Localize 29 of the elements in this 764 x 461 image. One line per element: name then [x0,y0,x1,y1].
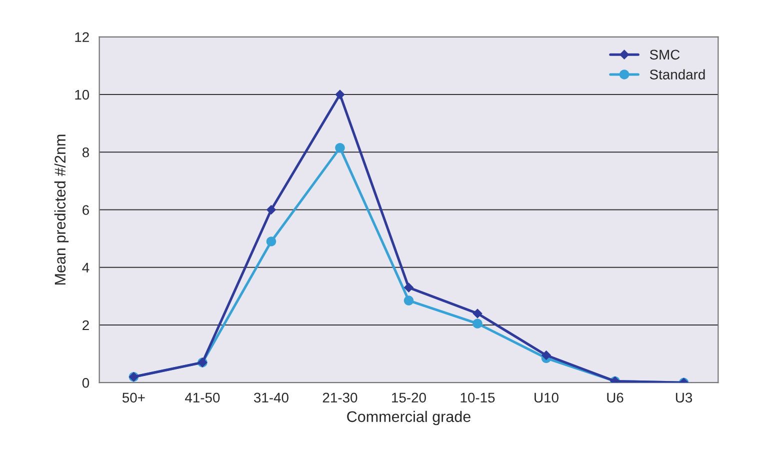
y-tick-label: 2 [82,320,89,330]
point [404,296,414,306]
point [266,204,276,215]
x-tick-label: 41-50 [185,392,220,403]
point [335,90,345,100]
point [404,282,414,292]
x-tick-label: 15-20 [392,392,426,403]
y-tick-label: 10 [75,90,90,100]
x-axis-title: Commercial grade [347,410,470,426]
y-axis-title: Mean predicted #/2nm [54,134,69,285]
y-tick-label: 4 [82,262,90,272]
x-tick-label: 10-15 [460,392,495,403]
y-tick-label: 6 [82,205,89,215]
point [335,142,345,153]
y-tick-label: 0 [82,378,90,388]
point [472,318,482,328]
y-tick-label: 12 [75,32,89,42]
x-tick-label: U3 [676,392,692,403]
x-tick-label: U10 [534,392,558,403]
point [266,236,276,246]
y-tick-label: 8 [82,147,89,158]
x-tick-label: U6 [607,392,624,403]
x-tick-label: 50+ [122,392,145,403]
x-tick-label: 21-30 [322,392,358,403]
legend-label: SMC [650,50,680,60]
x-tick-label: 31-40 [254,392,288,403]
legend-label: Standard [650,69,705,80]
point [541,350,552,360]
point [472,308,482,318]
